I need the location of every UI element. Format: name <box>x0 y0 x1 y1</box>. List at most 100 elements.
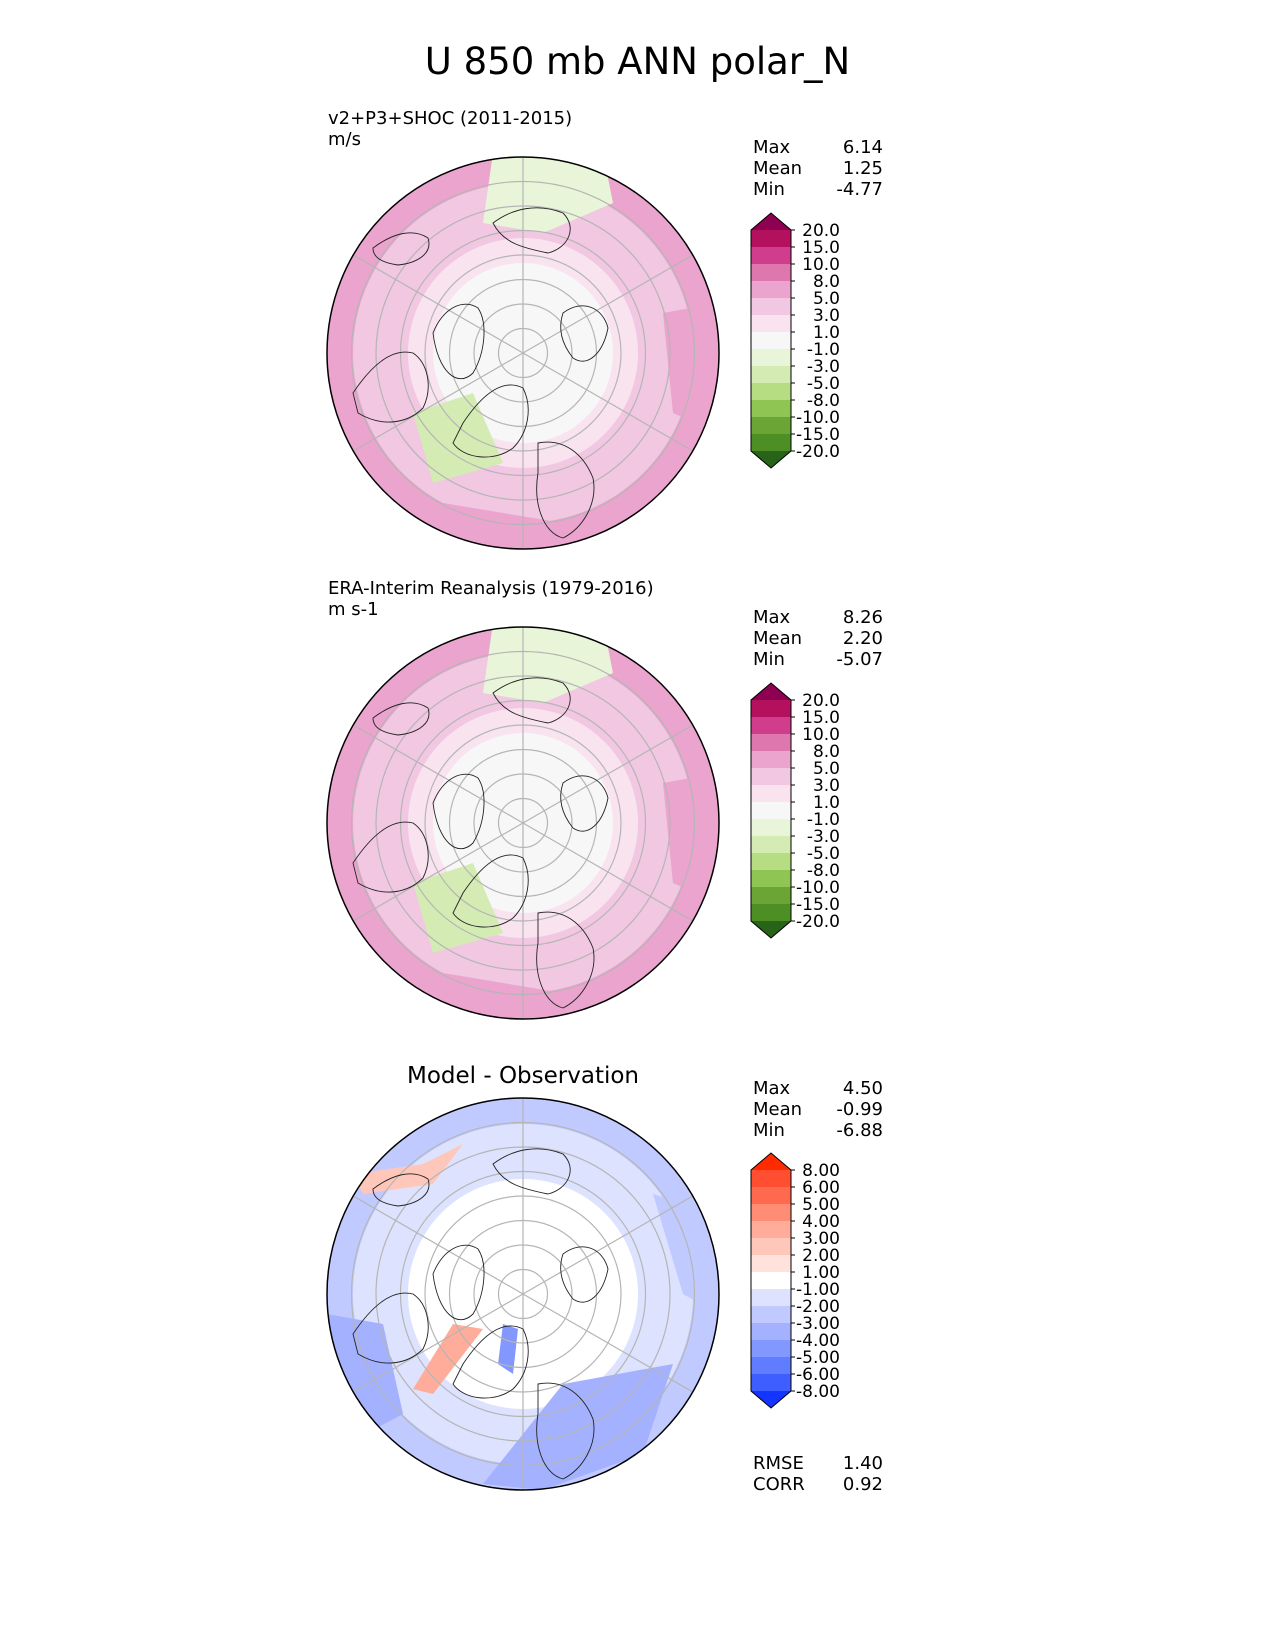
coastline <box>560 775 609 832</box>
field-patch <box>483 1364 673 1490</box>
colorbar-tick-label: -10.0 <box>796 878 840 898</box>
map-field <box>327 157 719 549</box>
colorbar-tick-label: 10.0 <box>802 725 840 745</box>
panel-title: ERA-Interim Reanalysis (1979-2016) <box>328 578 654 599</box>
stat-value: 4.50 <box>842 1078 883 1099</box>
colorbar-segment <box>751 904 791 922</box>
colorbar-tick-label: 8.0 <box>813 272 840 292</box>
colorbar-segment <box>751 1323 791 1341</box>
colorbar-tick-label: -10.0 <box>796 408 840 428</box>
colorbar-tick-label: 10.0 <box>802 255 840 275</box>
colorbar-segment <box>751 1238 791 1256</box>
colorbar-segment <box>751 349 791 367</box>
colorbar-tick-label: 8.0 <box>813 742 840 762</box>
colorbar-segment <box>751 853 791 871</box>
colorbar-tick-label: 8.00 <box>802 1161 840 1181</box>
colorbar-tick-label: -5.00 <box>796 1348 840 1368</box>
colorbar-extend-min <box>751 921 791 938</box>
colorbar: 20.015.010.08.05.03.01.0-1.0-3.0-5.0-8.0… <box>750 212 840 469</box>
stat-label: Mean <box>753 628 803 649</box>
stat-row-mean: Mean -0.99 <box>753 1099 883 1121</box>
panel-title: Model - Observation <box>406 1063 640 1089</box>
coastline <box>352 1292 429 1364</box>
metric-label: RMSE <box>753 1453 804 1474</box>
coastline <box>452 384 529 458</box>
coastline <box>352 821 429 893</box>
longitude-gridline <box>522 1293 694 1393</box>
colorbar-tick-label: -1.0 <box>807 810 840 830</box>
colorbar-tick-label: 6.00 <box>802 1178 840 1198</box>
colorbar-tick-label: -3.0 <box>807 827 840 847</box>
stat-row-min: Min -5.07 <box>753 649 883 671</box>
colorbar-segment <box>751 332 791 350</box>
colorbar-segment <box>751 1272 791 1290</box>
longitude-gridline <box>352 1293 524 1393</box>
colorbar-tick-label: 5.0 <box>813 289 840 309</box>
colorbar-segment <box>751 366 791 384</box>
colorbar-tick-label: -2.00 <box>796 1297 840 1317</box>
field-patch <box>483 627 613 703</box>
stat-label: Min <box>753 1120 785 1141</box>
colorbar-segment <box>751 1221 791 1239</box>
colorbar-segment <box>751 230 791 248</box>
colorbar-segment <box>751 315 791 333</box>
longitude-gridline <box>352 724 524 824</box>
colorbar-tick-label: 1.00 <box>802 1263 840 1283</box>
colorbar-tick-label: 20.0 <box>802 691 840 711</box>
colorbar-tick-label: -6.00 <box>796 1365 840 1385</box>
colorbar-extend-min <box>751 1391 791 1408</box>
coastline <box>352 351 429 423</box>
coastline <box>492 1148 571 1195</box>
stat-value: -4.77 <box>836 179 883 200</box>
panel-units: m s-1 <box>328 599 379 620</box>
stat-label: Max <box>753 607 791 628</box>
longitude-gridline <box>522 254 694 354</box>
longitude-gridline <box>522 724 694 824</box>
colorbar-tick-label: -5.0 <box>807 844 840 864</box>
longitude-gridline <box>352 822 524 922</box>
coastline <box>560 305 609 362</box>
stat-row-max: Max 6.14 <box>753 137 883 159</box>
field-patch <box>483 157 613 233</box>
metric-row-rmse: RMSE 1.40 <box>753 1453 883 1475</box>
colorbar-segment <box>751 819 791 837</box>
colorbar-tick-label: 20.0 <box>802 221 840 241</box>
colorbar-segment <box>751 1374 791 1392</box>
colorbar-segment <box>751 802 791 820</box>
colorbar-tick-label: -3.00 <box>796 1314 840 1334</box>
colorbar-segment <box>751 717 791 735</box>
metric-label: CORR <box>753 1474 805 1495</box>
field-patch <box>498 1324 518 1374</box>
longitude-gridline <box>352 1195 524 1295</box>
stat-value: 1.25 <box>842 158 883 179</box>
colorbar-tick-label: -20.0 <box>796 912 840 932</box>
coastline <box>432 303 485 379</box>
colorbar-segment <box>751 1204 791 1222</box>
stat-row-mean: Mean 2.20 <box>753 628 883 650</box>
stat-value: -6.88 <box>836 1120 883 1141</box>
coastline <box>492 677 571 724</box>
stat-label: Max <box>753 1078 791 1099</box>
colorbar-segment <box>751 417 791 435</box>
colorbar-tick-label: -8.0 <box>807 861 840 881</box>
colorbar-segment <box>751 751 791 769</box>
colorbar-extend-max <box>751 1153 791 1170</box>
coastline <box>372 232 430 266</box>
colorbar-segment <box>751 1340 791 1358</box>
coastline <box>536 441 595 539</box>
field-patch <box>413 863 503 953</box>
field-patch <box>413 393 503 483</box>
colorbar-tick-label: -3.0 <box>807 357 840 377</box>
colorbar-segment <box>751 785 791 803</box>
stat-value: -0.99 <box>836 1099 883 1120</box>
colorbar-tick-label: 2.00 <box>802 1246 840 1266</box>
colorbar-tick-label: 4.00 <box>802 1212 840 1232</box>
colorbar-extend-min <box>751 451 791 468</box>
map-field <box>327 1098 719 1490</box>
colorbar-segment <box>751 383 791 401</box>
panel-title: v2+P3+SHOC (2011-2015) <box>328 108 573 129</box>
stat-row-max: Max 4.50 <box>753 1078 883 1100</box>
stat-row-max: Max 8.26 <box>753 607 883 629</box>
colorbar-tick-label: 1.0 <box>813 793 840 813</box>
